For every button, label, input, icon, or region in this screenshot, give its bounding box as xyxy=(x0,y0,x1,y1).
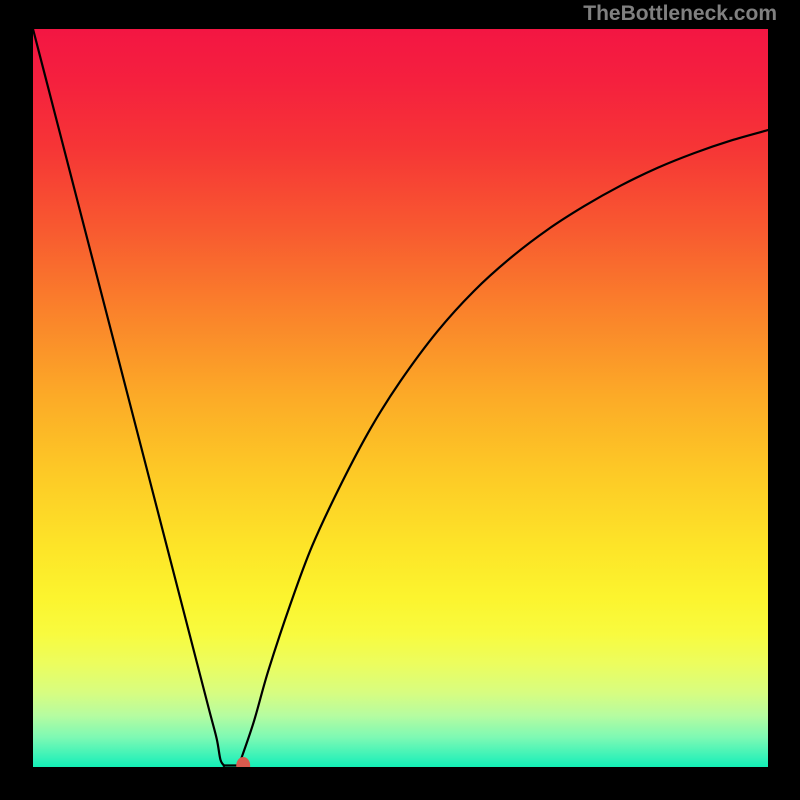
plot-border-left xyxy=(0,0,33,800)
plot-background xyxy=(33,29,768,767)
watermark-text: TheBottleneck.com xyxy=(583,2,777,26)
plot-border-bottom xyxy=(0,767,800,800)
chart-container: TheBottleneck.com xyxy=(0,0,800,800)
bottleneck-chart xyxy=(0,0,800,800)
plot-border-right xyxy=(768,0,800,800)
